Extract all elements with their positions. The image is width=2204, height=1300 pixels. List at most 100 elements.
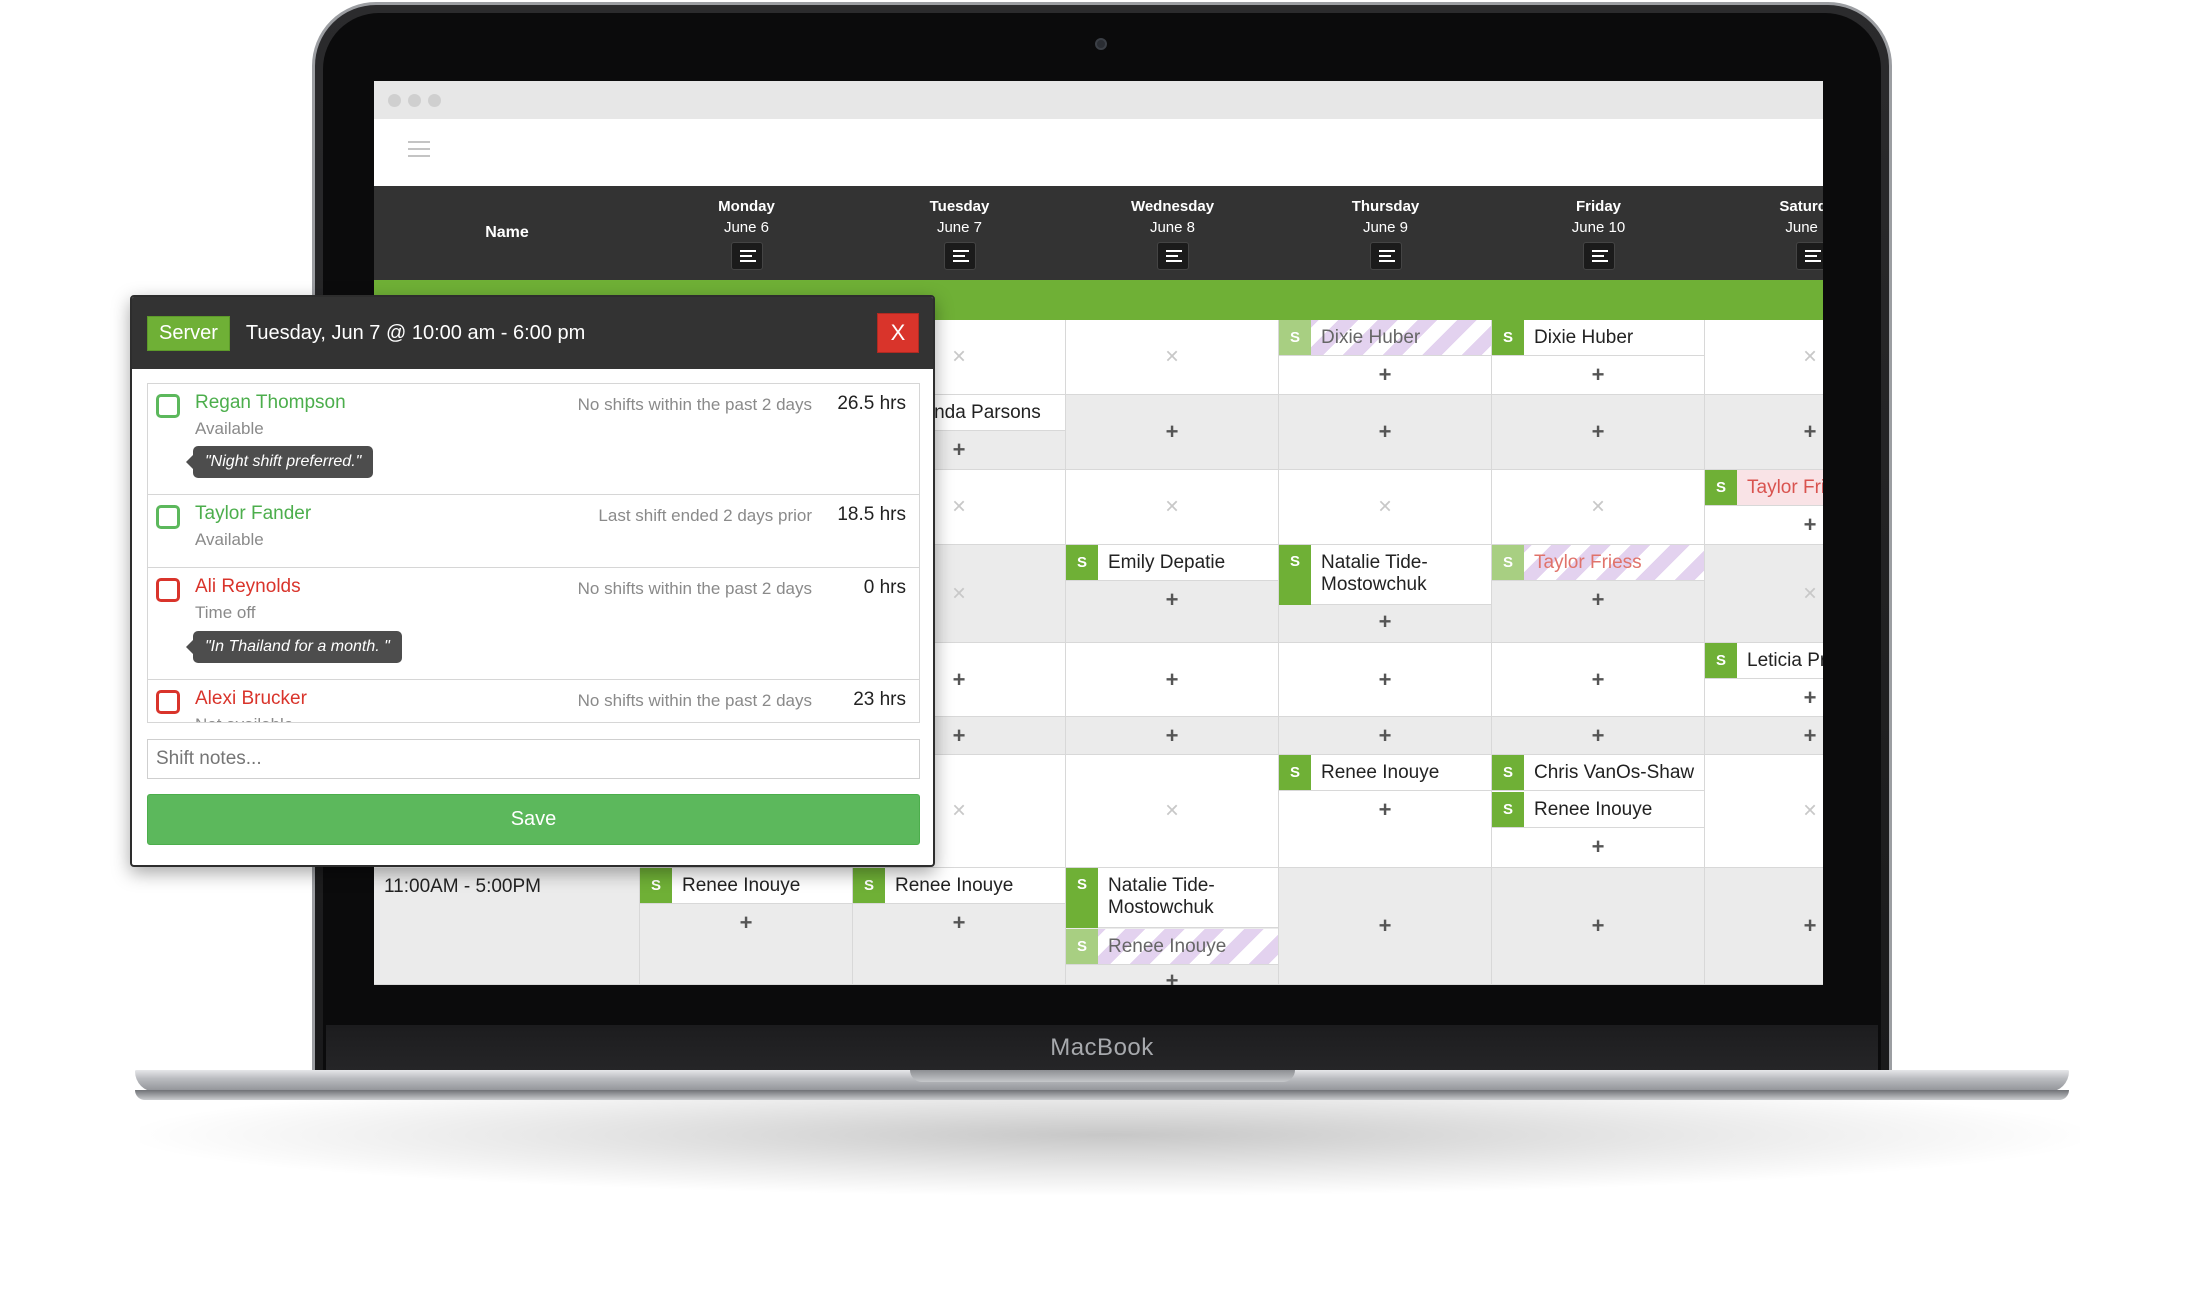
schedule-cell[interactable]: ✕ [1066,470,1279,545]
add-shift-icon[interactable]: + [1378,797,1392,822]
add-shift-icon[interactable]: + [1591,362,1605,387]
unavailable-icon: ✕ [951,496,967,517]
add-shift-icon[interactable]: + [1591,913,1605,938]
candidate-comment: "In Thailand for a month. " [186,631,402,663]
candidate-row[interactable]: Regan Thompson Available No shifts withi… [148,384,919,495]
add-shift-icon[interactable]: + [1803,913,1817,938]
schedule-header: Name Monday June 6 Tuesday June 7 Wednes… [374,186,1823,280]
add-shift-icon[interactable]: + [1591,419,1605,444]
align-left-icon[interactable] [943,242,976,270]
shift-notes-input[interactable] [147,739,920,779]
shift-time-label: 11:00AM - 5:00PM [384,876,542,897]
candidate-row[interactable]: Alexi Brucker Not available No shifts wi… [148,680,919,722]
shift-employee: Dixie Huber [1534,327,1634,348]
candidate-status: Available [195,419,264,438]
schedule-cell[interactable]: ✕ [1066,320,1279,395]
candidate-row[interactable]: Ali Reynolds Time off No shifts within t… [148,568,919,680]
shift-card[interactable]: S Renee Inouye [1492,792,1704,828]
candidate-name[interactable]: Taylor Fander [195,503,312,524]
shift-card[interactable]: S Leticia Price [1705,643,1823,679]
add-shift-icon[interactable]: + [952,910,966,935]
add-shift-icon[interactable]: + [1591,667,1605,692]
schedule-cell[interactable]: ✕ [1705,320,1823,395]
candidate-history: No shifts within the past 2 days [577,579,812,598]
candidate-comment: "Night shift preferred." [185,446,374,478]
candidate-checkbox[interactable] [156,505,180,529]
add-shift-icon[interactable]: + [1591,723,1605,748]
shift-card[interactable]: S Renee Inouye [640,868,852,904]
candidate-name[interactable]: Ali Reynolds [195,576,301,597]
schedule-cell[interactable]: ✕ [1279,470,1492,545]
menu-icon[interactable] [408,141,430,159]
schedule-cell[interactable]: ✕ [1066,755,1279,868]
align-left-icon[interactable] [1582,242,1615,270]
schedule-cell[interactable]: ✕ [1492,470,1705,545]
add-shift-icon[interactable]: + [1803,512,1817,537]
add-shift-icon[interactable]: + [1591,587,1605,612]
laptop-chin [326,1025,1878,1073]
add-shift-icon[interactable]: + [952,667,966,692]
candidate-name[interactable]: Alexi Brucker [195,688,307,709]
window-dot-icon[interactable] [428,94,441,107]
close-button[interactable]: X [877,313,919,353]
shift-card[interactable]: S Renee Inouye [1279,755,1491,791]
window-dot-icon[interactable] [388,94,401,107]
candidate-checkbox[interactable] [156,690,180,714]
schedule-cell: S Renee Inouye + [640,868,853,985]
schedule-cell[interactable]: ✕ [1705,545,1823,643]
schedule-cell: S Taylor Friess + [1492,545,1705,643]
align-left-icon[interactable] [1156,242,1189,270]
save-button[interactable]: Save [147,794,920,845]
shift-card[interactable]: S Natalie Tide-Mostowchuk [1279,545,1491,605]
candidate-list[interactable]: Regan Thompson Available No shifts withi… [147,383,920,723]
candidate-row[interactable]: Taylor Fander Available Last shift ended… [148,495,919,568]
align-left-icon[interactable] [1795,242,1823,270]
add-shift-icon[interactable]: + [1803,419,1817,444]
candidate-name[interactable]: Regan Thompson [195,392,346,413]
add-shift-icon[interactable]: + [1165,587,1179,612]
add-shift-icon[interactable]: + [1378,667,1392,692]
shift-card[interactable]: S Dixie Huber [1279,320,1491,356]
add-shift-icon[interactable]: + [1378,913,1392,938]
shift-card[interactable]: S Natalie Tide-Mostowchuk [1066,868,1278,928]
shift-card[interactable]: S Taylor Friess [1492,545,1704,581]
app-topbar [374,119,1823,186]
schedule-cell: + [1705,717,1823,755]
shift-card[interactable]: S Chris VanOs-Shaw [1492,755,1704,791]
add-shift-icon[interactable]: + [1591,834,1605,859]
day-name: Monday [718,198,775,215]
schedule-cell: S Dixie Huber + [1492,320,1705,395]
shift-card[interactable]: S Emily Depatie [1066,545,1278,581]
schedule-cell: + [1705,868,1823,985]
shift-card[interactable]: S Renee Inouye [1066,929,1278,965]
day-date: June 6 [723,219,770,236]
schedule-cell: + [1279,717,1492,755]
add-shift-icon[interactable]: + [1378,419,1392,444]
add-shift-icon[interactable]: + [1378,362,1392,387]
add-shift-icon[interactable]: + [1165,723,1179,748]
align-left-icon[interactable] [730,242,763,270]
add-shift-icon[interactable]: + [1803,685,1817,710]
add-shift-icon[interactable]: + [1378,609,1392,634]
shift-employee: Renee Inouye [895,875,1014,896]
add-shift-icon[interactable]: + [1803,723,1817,748]
shift-card[interactable]: S Renee Inouye [853,868,1065,904]
add-shift-icon[interactable]: + [1165,667,1179,692]
add-shift-icon[interactable]: + [1165,419,1179,444]
candidate-checkbox[interactable] [156,394,180,418]
align-left-icon[interactable] [1369,242,1402,270]
add-shift-icon[interactable]: + [1165,968,1179,986]
window-dot-icon[interactable] [408,94,421,107]
candidate-status: Time off [195,603,256,622]
candidate-hours: 23 hrs [853,689,906,710]
day-header-friday: Friday June 10 [1492,186,1705,280]
shift-badge: S [640,868,672,903]
add-shift-icon[interactable]: + [1378,723,1392,748]
add-shift-icon[interactable]: + [952,723,966,748]
candidate-checkbox[interactable] [156,578,180,602]
shift-card[interactable]: S Taylor Friess [1705,470,1823,506]
schedule-cell[interactable]: ✕ [1705,755,1823,868]
add-shift-icon[interactable]: + [952,437,966,462]
add-shift-icon[interactable]: + [739,910,753,935]
shift-card[interactable]: S Dixie Huber [1492,320,1704,356]
